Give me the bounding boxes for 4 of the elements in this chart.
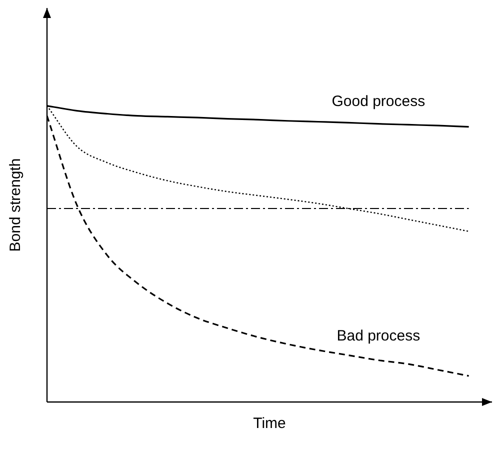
x-axis-title: Time (253, 415, 286, 432)
series-label: Good process (332, 92, 426, 110)
series-label: Bad process (336, 327, 420, 344)
y-axis-title: Bond strength (7, 158, 24, 252)
